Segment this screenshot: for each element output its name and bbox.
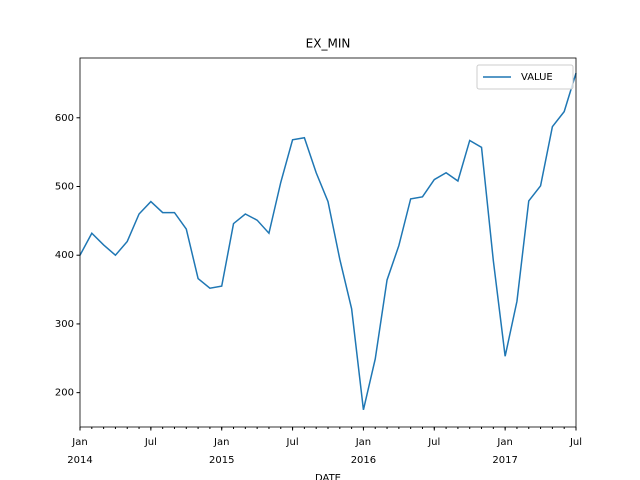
y-tick-label: 600 [55, 113, 74, 124]
y-tick-label: 400 [55, 250, 74, 261]
x-tick-label: Jul [427, 437, 440, 448]
x-tick-label: Jul [569, 437, 582, 448]
y-tick-label: 200 [55, 388, 74, 399]
chart-title: EX_MIN [306, 37, 351, 51]
x-tick-label: Jan [355, 437, 371, 448]
legend-box [476, 64, 574, 90]
x-tick-label: Jul [286, 437, 299, 448]
x-tick-year: 2017 [492, 455, 517, 466]
x-tick-label: Jul [144, 437, 157, 448]
x-tick-label: Jan [213, 437, 229, 448]
y-tick-label: 500 [55, 181, 74, 192]
x-tick-label: Jan [496, 437, 512, 448]
x-tick-year: 2014 [67, 455, 92, 466]
plot-frame [79, 57, 577, 428]
x-tick-label: Jan [71, 437, 87, 448]
x-axis-label: DATE [315, 473, 341, 480]
x-tick-year: 2016 [351, 455, 376, 466]
legend-label: VALUE [521, 72, 553, 83]
y-tick-label: 300 [55, 319, 74, 330]
data-line [79, 72, 577, 410]
x-tick-year: 2015 [209, 455, 234, 466]
